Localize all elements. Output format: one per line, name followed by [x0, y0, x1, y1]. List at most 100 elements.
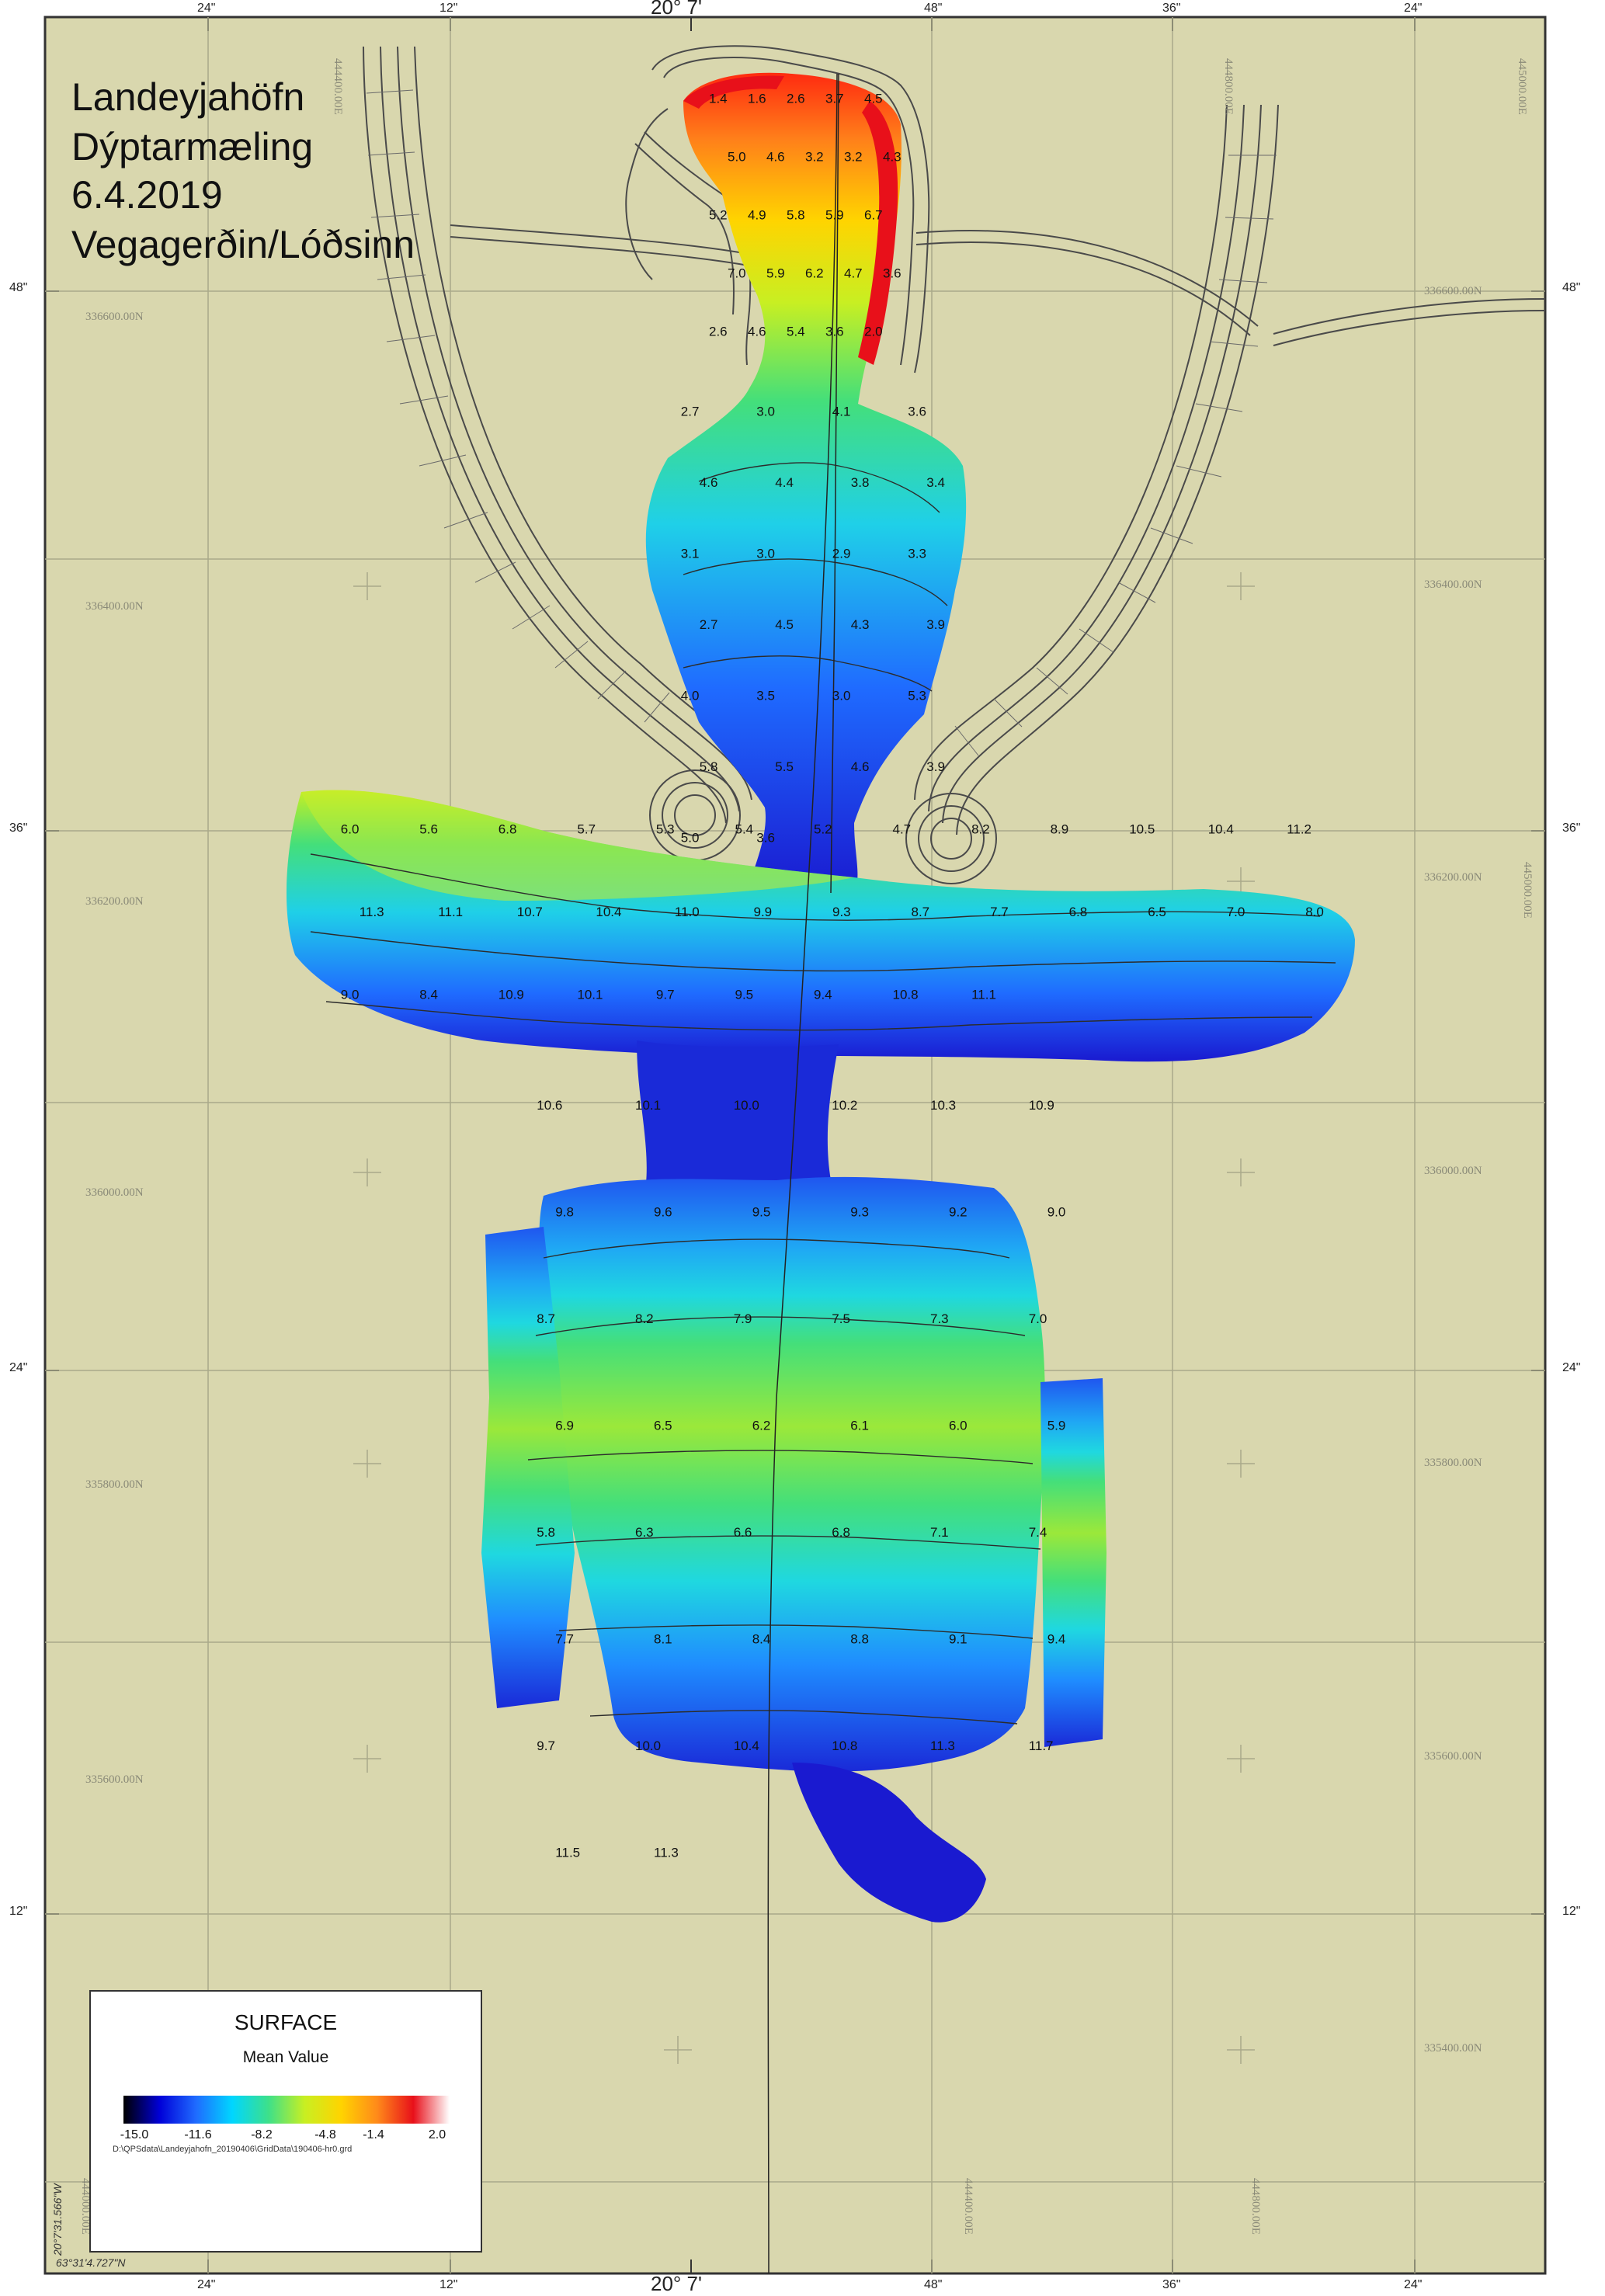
- title-line-1: Landeyjahöfn: [71, 75, 305, 119]
- depth-sounding: 3.5: [756, 688, 775, 703]
- depth-sounding: 9.3: [850, 1204, 869, 1219]
- depth-sounding: 8.7: [912, 905, 930, 919]
- depth-sounding: 2.6: [709, 325, 728, 339]
- depth-sounding: 6.0: [341, 821, 360, 836]
- depth-sounding: 5.7: [577, 821, 596, 836]
- depth-sounding: 8.8: [850, 1631, 869, 1646]
- depth-sounding: 11.3: [360, 905, 384, 919]
- corner-latitude: 63°31'4.727"N: [56, 2256, 126, 2269]
- depth-sounding: 9.5: [735, 988, 754, 1002]
- depth-sounding: 5.0: [728, 150, 746, 165]
- depth-sounding: 3.8: [851, 475, 870, 490]
- depth-sounding: 6.3: [635, 1525, 654, 1540]
- easting-label: 444800.00E: [1222, 58, 1235, 115]
- depth-sounding: 6.5: [654, 1418, 672, 1433]
- easting-label: 444400.00E: [332, 58, 344, 115]
- depth-sounding: 5.3: [908, 688, 926, 703]
- depth-sounding: 3.0: [832, 688, 851, 703]
- top-label: 24": [1404, 2, 1423, 15]
- depth-sounding: 7.7: [990, 905, 1009, 919]
- depth-sounding: 4.1: [832, 405, 851, 419]
- depth-sounding: 2.7: [681, 405, 700, 419]
- legend-tick: -11.6: [184, 2128, 212, 2141]
- left-label: 36": [9, 821, 28, 835]
- depth-sounding: 11.5: [555, 1845, 580, 1860]
- depth-sounding: 4.3: [883, 150, 902, 165]
- depth-sounding: 9.5: [752, 1204, 771, 1219]
- legend-tick: 2.0: [428, 2128, 446, 2141]
- depth-sounding: 7.1: [930, 1525, 949, 1540]
- depth-sounding: 5.4: [735, 821, 754, 836]
- depth-sounding: 10.0: [635, 1738, 661, 1753]
- depth-sounding: 6.1: [850, 1418, 869, 1433]
- title-line-3: 6.4.2019: [71, 173, 223, 217]
- depth-sounding: 5.8: [700, 759, 718, 774]
- depth-sounding: 5.8: [787, 208, 805, 223]
- legend-title: SURFACE: [234, 2010, 338, 2034]
- depth-sounding: 11.7: [1029, 1738, 1054, 1753]
- legend-colorbar: [123, 2096, 450, 2124]
- depth-sounding: 10.2: [832, 1098, 857, 1113]
- depth-sounding: 10.4: [1208, 821, 1234, 836]
- depth-sounding: 6.2: [805, 266, 824, 281]
- depth-sounding: 8.7: [537, 1311, 555, 1326]
- title-line-4: Vegagerðin/Lóðsinn: [71, 223, 415, 266]
- depth-sounding: 3.1: [681, 547, 700, 561]
- depth-sounding: 9.7: [537, 1738, 555, 1753]
- northing-label: 336000.00N: [85, 1186, 144, 1199]
- depth-sounding: 11.2: [1287, 821, 1311, 836]
- title-line-2: Dýptarmæling: [71, 125, 314, 168]
- depth-sounding: 9.6: [654, 1204, 672, 1219]
- depth-sounding: 7.0: [1227, 905, 1245, 919]
- depth-sounding: 8.2: [971, 821, 990, 836]
- northing-label: 336000.00N: [1424, 1165, 1482, 1177]
- bottom-label: 48": [924, 2278, 943, 2291]
- depth-sounding: 9.0: [341, 988, 360, 1002]
- depth-sounding: 1.6: [748, 92, 766, 106]
- left-label: 48": [9, 281, 28, 294]
- depth-sounding: 5.9: [825, 208, 844, 223]
- depth-sounding: 9.4: [814, 988, 832, 1002]
- depth-sounding: 3.9: [926, 759, 945, 774]
- depth-sounding: 9.0: [1047, 1204, 1066, 1219]
- right-label: 36": [1562, 821, 1581, 835]
- depth-sounding: 5.2: [814, 821, 832, 836]
- depth-sounding: 3.2: [805, 150, 824, 165]
- depth-sounding: 11.1: [438, 905, 463, 919]
- depth-sounding: 10.4: [734, 1738, 759, 1753]
- depth-sounding: 4.6: [700, 475, 718, 490]
- depth-sounding: 2.9: [832, 547, 851, 561]
- depth-sounding: 8.4: [752, 1631, 771, 1646]
- depth-sounding: 6.7: [864, 208, 883, 223]
- depth-sounding: 3.6: [756, 830, 775, 845]
- depth-sounding: 11.1: [971, 988, 996, 1002]
- depth-sounding: 6.6: [734, 1525, 752, 1540]
- depth-sounding: 10.3: [930, 1098, 956, 1113]
- northing-label: 336600.00N: [1424, 285, 1482, 297]
- depth-legend: SURFACE Mean Value -15.0 -11.6 -8.2 -4.8…: [89, 1990, 482, 2253]
- depth-sounding: 9.2: [949, 1204, 968, 1219]
- depth-sounding: 10.1: [635, 1098, 661, 1113]
- depth-sounding: 3.6: [883, 266, 902, 281]
- contour-lines: [310, 462, 1336, 1725]
- right-label: 12": [1562, 1905, 1581, 1918]
- soundings-harbor-upper: 1.4 1.6 2.6 3.7 4.5 5.0 4.6 3.2 3.2 4.3 5.2 4.9 5.8 5…: [709, 92, 902, 339]
- easting-label: 445000.00E: [1521, 862, 1534, 919]
- depth-sounding: 2.6: [787, 92, 805, 106]
- depth-sounding: 11.3: [930, 1738, 955, 1753]
- depth-sounding: 9.8: [555, 1204, 574, 1219]
- depth-sounding: 4.6: [748, 325, 766, 339]
- depth-sounding: 3.6: [825, 325, 844, 339]
- depth-sounding: 4.5: [864, 92, 883, 106]
- legend-tick: -15.0: [120, 2128, 149, 2141]
- bathymetry-surface: [286, 72, 1355, 1923]
- depth-sounding: 10.6: [537, 1098, 562, 1113]
- breakwater-hatching: [366, 89, 1277, 756]
- easting-label: 444400.00E: [962, 2178, 974, 2235]
- depth-sounding: 10.1: [577, 988, 603, 1002]
- depth-sounding: 1.4: [709, 92, 728, 106]
- depth-sounding: 10.8: [832, 1738, 857, 1753]
- depth-sounding: 4.9: [748, 208, 766, 223]
- soundings-shoal: 6.0 5.6 6.8 5.7 5.3 5.4 5.2 4.7 8.2 8.9 10.5 10.4 11…: [341, 821, 1324, 1002]
